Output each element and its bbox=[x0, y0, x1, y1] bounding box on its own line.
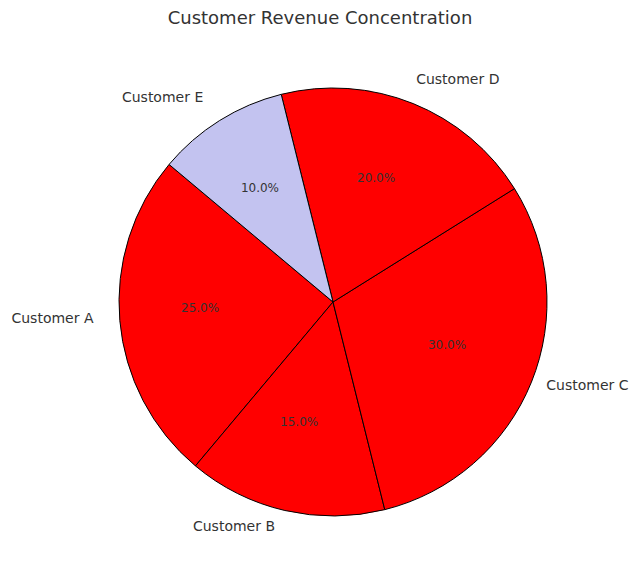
svg-text:15.0%: 15.0% bbox=[280, 415, 318, 429]
svg-text:Customer E: Customer E bbox=[122, 89, 203, 105]
svg-text:10.0%: 10.0% bbox=[241, 181, 279, 195]
svg-text:20.0%: 20.0% bbox=[357, 171, 395, 185]
svg-text:Customer D: Customer D bbox=[416, 71, 499, 87]
svg-text:Customer A: Customer A bbox=[11, 310, 93, 326]
svg-text:Customer C: Customer C bbox=[546, 377, 628, 393]
svg-text:Customer B: Customer B bbox=[193, 518, 275, 534]
svg-text:30.0%: 30.0% bbox=[428, 338, 466, 352]
html-text:Customer Revenue Concentration: Customer Revenue Concentration bbox=[167, 7, 473, 28]
svg-text:25.0%: 25.0% bbox=[181, 301, 219, 315]
